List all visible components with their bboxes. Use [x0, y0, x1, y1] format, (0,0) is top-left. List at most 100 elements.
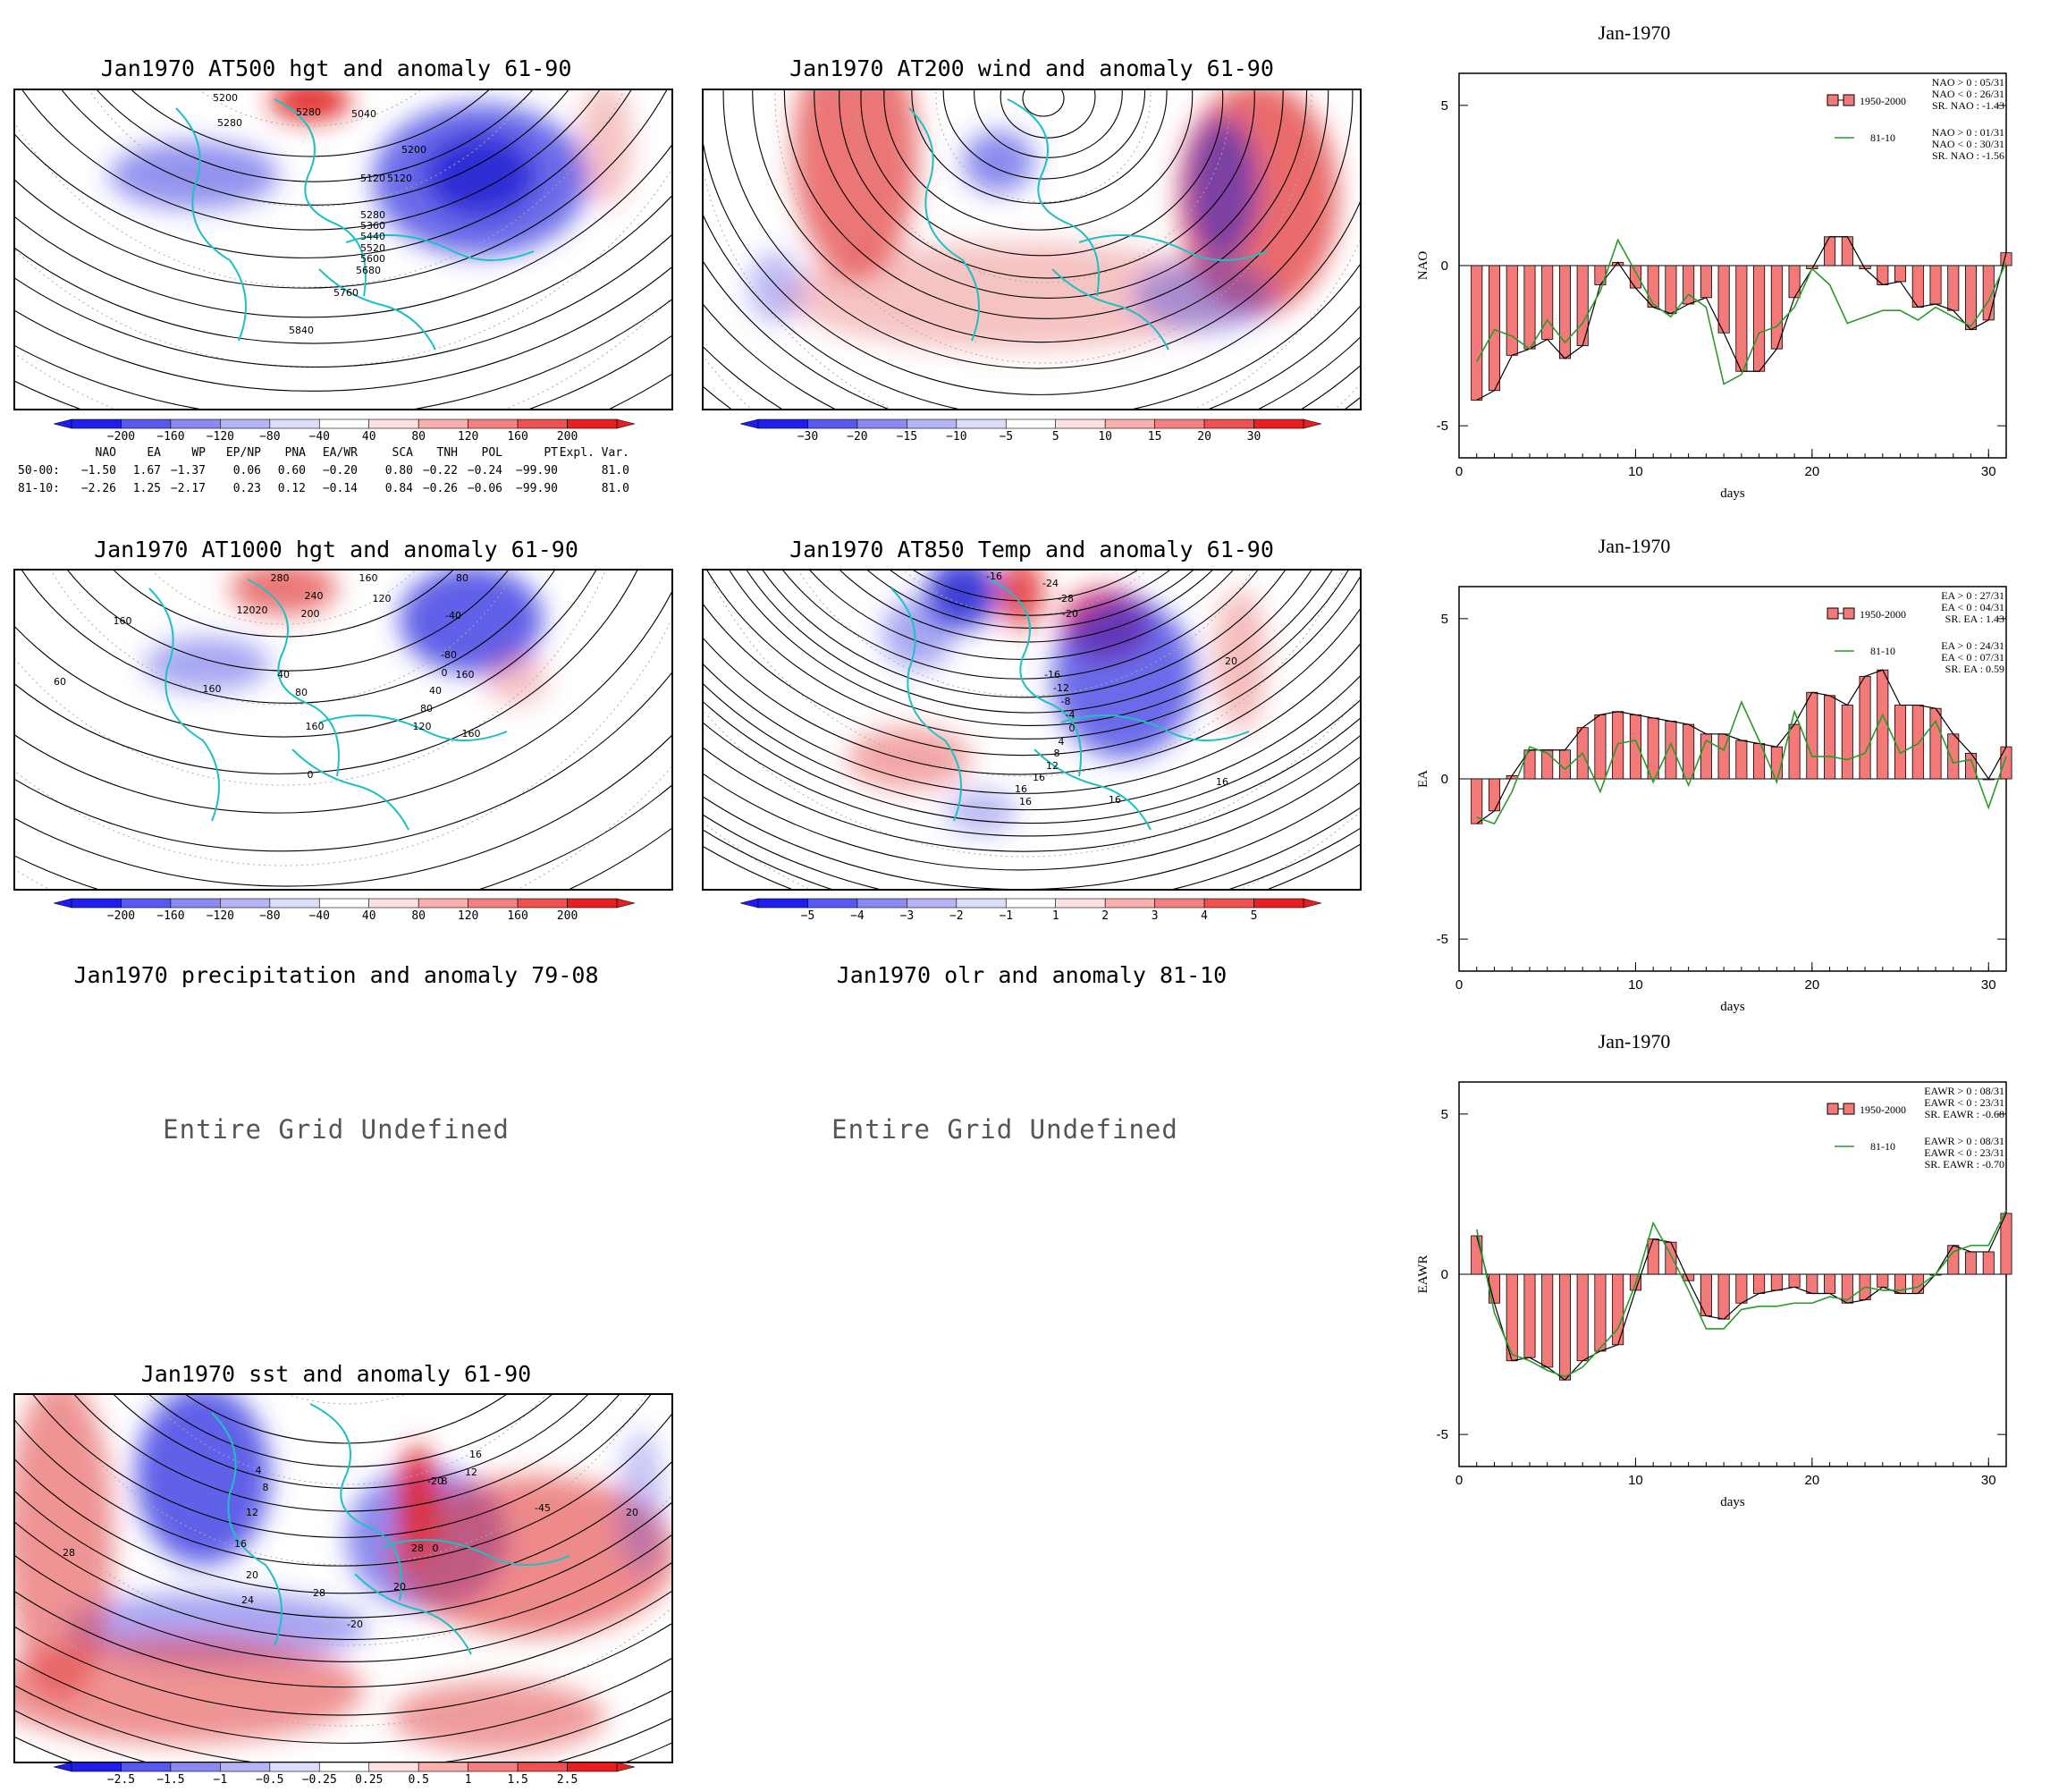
modes-header-cell: Expl. Var. [559, 445, 629, 460]
bar-1950-2000 [1594, 714, 1607, 780]
coastline [1007, 98, 1100, 297]
map-svg [704, 90, 1360, 409]
contour-label: 160 [462, 728, 481, 740]
bar-1950-2000 [1877, 1273, 1889, 1288]
colorbar-tick-label: 20 [1197, 430, 1211, 444]
contour-line [722, 90, 1354, 369]
y-tick-label: 0 [1441, 1267, 1448, 1282]
colorbar-tick-label: −1 [214, 1773, 228, 1787]
stats-1950-2000: SR. EAWR : -0.68 [1925, 1108, 2004, 1120]
colorbar-2-svg: −30 −20 −15 −10 −5 5 10 15 20 30 [740, 418, 1321, 444]
modes-value-cell: −0.14 [322, 481, 358, 495]
map-panel-200wind [702, 89, 1362, 410]
colorbar-tick-label: −20 [847, 430, 867, 444]
stats-1950-2000: SR. NAO : -1.43 [1932, 99, 2004, 112]
map-panel-1000hgt: 280 240 200 160 120 80 -40 -80 0 40 80 120 160 12020 4… [13, 569, 673, 891]
colorbar-tick-label: −0.25 [302, 1773, 337, 1787]
colorbar-swatch [856, 418, 907, 429]
colorbar-swatch [517, 1762, 568, 1772]
contour-line [762, 571, 1286, 698]
colorbar-swatch [418, 418, 468, 429]
contour-label: 12 [246, 1507, 258, 1518]
colorbar-swatch [1005, 898, 1057, 909]
bar-1950-2000 [1841, 705, 1853, 780]
colorbar-swatch [567, 418, 618, 429]
coastline [318, 268, 436, 351]
bar-1950-2000 [1576, 1273, 1589, 1362]
colorbar-tick-label: 160 [507, 430, 527, 444]
contour-label: -4 [1066, 709, 1076, 721]
colorbar-tick-label: −5 [801, 909, 815, 923]
contour-line [15, 144, 671, 318]
colorbar-swatch [71, 1762, 122, 1772]
contour-line [15, 90, 668, 289]
line-81-10 [1475, 1209, 2007, 1378]
contour-label: 160 [114, 615, 132, 627]
modes-value-cell: 1.67 [132, 463, 161, 478]
colorbar-swatch [907, 418, 958, 429]
stats-81-10: EAWR > 0 : 08/31 [1924, 1135, 2004, 1147]
contour-line [839, 571, 1213, 643]
contour-line [15, 1657, 671, 1744]
map-panel-850temp: -16 -24 -28 -20 -16 -12 -8 -4 0 4 8 12 16 16 16 20 16 16 [702, 569, 1362, 891]
latitude-circle [706, 571, 1345, 777]
colorbar-arrow-left [54, 898, 72, 909]
contour-line [704, 643, 1360, 794]
legend-label-1950-2000: 1950-2000 [1860, 608, 1906, 621]
bar-1950-2000 [1471, 778, 1483, 824]
contour-label: 5680 [356, 265, 381, 276]
anomaly-blob [1133, 260, 1276, 332]
contour-label: 12 [1046, 760, 1059, 772]
contour-line [729, 571, 1333, 726]
y-axis-label: EA [1416, 770, 1430, 788]
contour-label: 60 [54, 676, 66, 688]
contour-line [704, 675, 1360, 811]
y-axis-label: NAO [1416, 251, 1430, 281]
contour-line [114, 571, 453, 638]
contour-label: 28 [411, 1543, 424, 1554]
contour-label: 20 [1225, 655, 1237, 667]
contour-label: 28 [63, 1547, 75, 1559]
coastline [211, 1412, 283, 1646]
legend-label-81-10: 81-10 [1870, 645, 1895, 657]
contour-line [15, 1521, 671, 1640]
contour-line [131, 90, 490, 157]
modes-value-cell: −0.20 [322, 463, 358, 478]
contour-label: 24 [241, 1594, 254, 1606]
anomaly-blob [15, 1395, 114, 1699]
colorbar-swatch [71, 898, 122, 909]
colorbar-swatch [368, 898, 419, 909]
stats-81-10: NAO > 0 : 01/31 [1932, 126, 2004, 139]
colorbar-sst: −2.5 −1.5 −1 −0.5 −0.25 0.25 0.5 1 1.5 2.5 [54, 1760, 635, 1792]
anomaly-blob [1186, 117, 1258, 260]
stats-1950-2000: NAO > 0 : 05/31 [1932, 76, 2004, 89]
x-tick-label: 30 [1981, 1473, 1996, 1488]
contour-label: 5280 [217, 117, 242, 129]
modes-value-cell: 0.12 [277, 481, 306, 495]
map-title-500hgt: Jan1970 AT500 hgt and anomaly 61-90 [100, 55, 572, 81]
latitude-circle [15, 571, 606, 786]
map-title-sst: Jan1970 sst and anomaly 61-90 [140, 1361, 532, 1387]
colorbar-arrow-left [740, 898, 759, 909]
contour-label: 120 [413, 721, 432, 732]
contour-line [15, 571, 638, 774]
contour-label: 5200 [401, 144, 426, 156]
colorbar-1-svg: −200 −160 −120 −80 −40 40 80 120 160 200 [54, 418, 635, 444]
colorbar-tick-label: 200 [557, 909, 578, 923]
contour-label: 12 [465, 1467, 477, 1478]
contour-label: -20 [427, 1475, 443, 1487]
modes-header-cell: NAO [95, 445, 116, 460]
colorbar-tick-label: −1.5 [156, 1773, 184, 1787]
anomaly-blob [391, 1681, 605, 1753]
chart-svg: Jan-1970 -5 0 5 0 10 20 30 days EAWR 1950-2000 81-1… [1416, 1030, 2012, 1509]
x-tick-label: 10 [1628, 464, 1643, 479]
colorbar-200wind: −30 −20 −15 −10 −5 5 10 15 20 30 [740, 417, 1321, 449]
contour-line [15, 734, 671, 887]
legend-label-1950-2000: 1950-2000 [1860, 1103, 1906, 1116]
bar-1950-2000 [1753, 265, 1766, 372]
x-tick-label: 20 [1804, 977, 1819, 993]
contour-label: 28 [313, 1587, 325, 1599]
colorbar-tick-label: −120 [207, 430, 234, 444]
bar-1950-2000 [1629, 265, 1641, 289]
bar-1950-2000 [1753, 1273, 1766, 1294]
